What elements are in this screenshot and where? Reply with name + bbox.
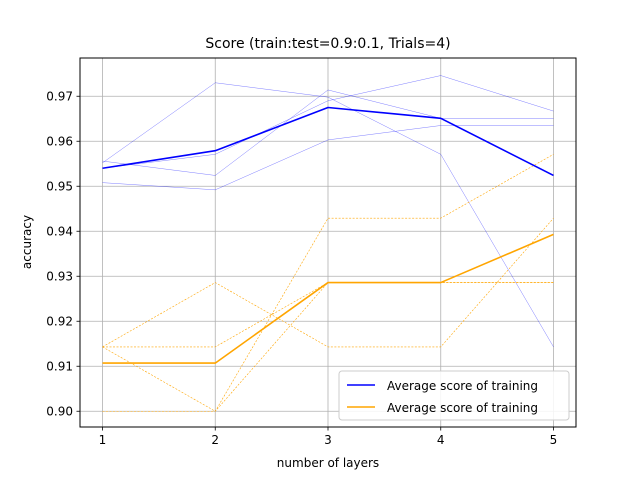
- y-axis-label: accuracy: [20, 215, 34, 269]
- legend-entry: Average score of training: [387, 379, 538, 393]
- trial-line: [102, 89, 554, 176]
- legend-entry: Average score of training: [387, 401, 538, 415]
- average-line: [102, 106, 554, 177]
- x-tick-label: 1: [99, 433, 107, 447]
- trial-line: [102, 82, 554, 348]
- y-tick-label: 0.90: [46, 404, 73, 418]
- y-axis: 0.90 0.91 0.92 0.93 0.94 0.95 0.96 0.97: [46, 89, 80, 418]
- average-lines: [102, 106, 554, 364]
- trial-line: [102, 154, 554, 412]
- y-tick-label: 0.92: [46, 314, 73, 328]
- y-tick-label: 0.95: [46, 179, 73, 193]
- x-tick-label: 2: [211, 433, 219, 447]
- y-tick-label: 0.91: [46, 359, 73, 373]
- x-tick-label: 4: [437, 433, 445, 447]
- x-tick-label: 5: [550, 433, 558, 447]
- average-line: [102, 233, 554, 364]
- x-axis-label: number of layers: [277, 456, 379, 470]
- trial-line: [102, 125, 554, 191]
- y-tick-label: 0.93: [46, 269, 73, 283]
- trial-line: [102, 218, 554, 348]
- x-axis: 1 2 3 4 5: [99, 427, 558, 447]
- chart-title: Score (train:test=0.9:0.1, Trials=4): [205, 36, 450, 52]
- y-tick-label: 0.96: [46, 134, 73, 148]
- y-tick-label: 0.97: [46, 89, 73, 103]
- legend: Average score of training Average score …: [338, 370, 570, 421]
- legend-box: [338, 370, 570, 421]
- x-tick-label: 3: [324, 433, 332, 447]
- trial-line: [102, 75, 554, 169]
- y-tick-label: 0.94: [46, 224, 73, 238]
